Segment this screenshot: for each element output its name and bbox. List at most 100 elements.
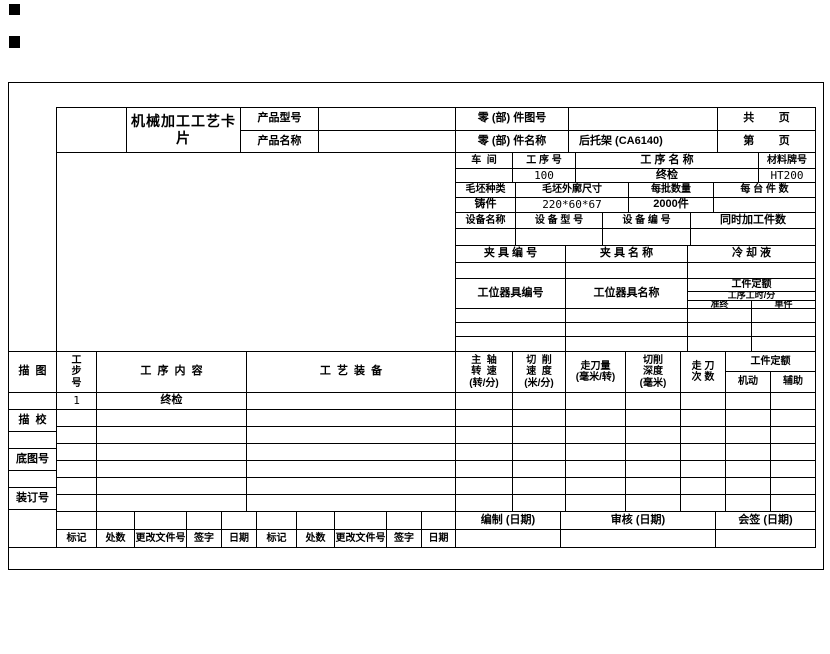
grid-cell xyxy=(246,392,456,410)
grid-cell xyxy=(625,494,681,512)
rev-mark-label-1: 标记 xyxy=(56,529,97,548)
grid-cell xyxy=(512,409,566,427)
grid-cell xyxy=(96,460,247,478)
grid-cell xyxy=(96,409,247,427)
process-name-value: 终检 xyxy=(575,168,759,183)
grid-cell xyxy=(221,511,257,530)
grid-cell xyxy=(455,168,513,183)
grid-cell xyxy=(687,262,816,279)
side-label-binding-no: 装订号 xyxy=(8,487,57,510)
time-quota-header: 工件定额 xyxy=(725,351,816,372)
rev-date-label-1: 日期 xyxy=(221,529,257,548)
quota-machine-header: 机动 xyxy=(725,371,771,393)
grid-cell xyxy=(455,262,566,279)
grid-cell xyxy=(455,477,513,495)
grid-cell xyxy=(690,228,816,246)
grid-cell xyxy=(56,443,97,461)
grid-cell xyxy=(455,409,513,427)
grid-cell xyxy=(515,228,603,246)
grid-cell xyxy=(386,511,422,530)
outer-frame xyxy=(8,82,824,570)
process-no-label: 工 序 号 xyxy=(512,152,576,169)
grid-cell xyxy=(625,477,681,495)
grid-cell xyxy=(455,322,566,337)
grid-cell xyxy=(56,426,97,444)
grid-cell xyxy=(96,443,247,461)
grid-cell xyxy=(770,477,816,495)
row1-step-no: 1 xyxy=(56,392,97,410)
passes-header: 走 刀 次 数 xyxy=(680,351,726,393)
grid-cell xyxy=(296,511,335,530)
product-model-value xyxy=(318,107,456,131)
grid-cell xyxy=(512,426,566,444)
part-no-label: 零 (部) 件图号 xyxy=(455,107,569,131)
grid-cell xyxy=(680,460,726,478)
product-name-value xyxy=(318,130,456,153)
grid-cell xyxy=(56,511,97,530)
artifact-mark xyxy=(9,4,20,15)
corner-empty-cell xyxy=(56,107,127,153)
grid-cell xyxy=(455,426,513,444)
side-cell-empty-2 xyxy=(8,431,57,449)
rev-sign-label-1: 签字 xyxy=(186,529,222,548)
spindle-speed-header: 主 轴 转 速 (转/分) xyxy=(455,351,513,393)
grid-cell xyxy=(246,443,456,461)
grid-cell xyxy=(565,443,626,461)
grid-cell xyxy=(56,409,97,427)
product-model-label: 产品型号 xyxy=(240,107,319,131)
grid-cell xyxy=(680,477,726,495)
equipment-no-label: 设 备 编 号 xyxy=(602,212,691,229)
grid-cell xyxy=(751,308,816,323)
equipment-header: 工 艺 装 备 xyxy=(246,351,456,393)
grid-cell xyxy=(625,392,681,410)
product-name-label: 产品名称 xyxy=(240,130,319,153)
blank-type-value: 铸件 xyxy=(455,197,516,213)
grid-cell xyxy=(680,409,726,427)
rev-file-no-label-2: 更改文件号 xyxy=(334,529,387,548)
batch-qty-label: 每批数量 xyxy=(628,182,714,198)
grid-cell xyxy=(134,511,187,530)
part-drawing-area xyxy=(56,152,456,352)
fixture-name-label: 夹 具 名 称 xyxy=(565,245,688,263)
quota-label: 工件定额 xyxy=(687,278,816,292)
grid-cell xyxy=(565,322,688,337)
grid-cell xyxy=(751,336,816,352)
grid-cell xyxy=(246,460,456,478)
side-label-base-drawing-no: 底图号 xyxy=(8,448,57,471)
grid-cell xyxy=(680,392,726,410)
grid-cell xyxy=(565,477,626,495)
blank-type-label: 毛坯种类 xyxy=(455,182,516,198)
grid-cell xyxy=(246,494,456,512)
grid-cell xyxy=(565,426,626,444)
process-name-label: 工 序 名 称 xyxy=(575,152,759,169)
rev-count-label-2: 处数 xyxy=(296,529,335,548)
material-value: HT200 xyxy=(758,168,816,183)
grid-cell xyxy=(687,308,752,323)
grid-cell xyxy=(770,409,816,427)
grid-cell xyxy=(565,262,688,279)
grid-cell xyxy=(246,409,456,427)
grid-cell xyxy=(560,529,716,548)
grid-cell xyxy=(725,443,771,461)
grid-cell xyxy=(565,494,626,512)
grid-cell xyxy=(770,460,816,478)
per-machine-label: 每 台 件 数 xyxy=(713,182,816,198)
tooling-name-label: 工位器具名称 xyxy=(565,278,688,309)
grid-cell xyxy=(715,529,816,548)
countersign-label: 会签 (日期) xyxy=(715,511,816,530)
grid-cell xyxy=(565,409,626,427)
grid-cell xyxy=(725,409,771,427)
step-no-header: 工 步 号 xyxy=(56,351,97,393)
rev-date-label-2: 日期 xyxy=(421,529,456,548)
rev-mark-label-2: 标记 xyxy=(256,529,297,548)
grid-cell xyxy=(770,426,816,444)
side-cell-empty-4 xyxy=(8,509,57,548)
side-label-tracing: 描 图 xyxy=(8,351,57,393)
grid-cell xyxy=(565,392,626,410)
blank-size-value: 220*60*67 xyxy=(515,197,629,213)
blank-size-label: 毛坯外廓尺寸 xyxy=(515,182,629,198)
grid-cell xyxy=(680,443,726,461)
grid-cell xyxy=(96,477,247,495)
grid-cell xyxy=(56,477,97,495)
